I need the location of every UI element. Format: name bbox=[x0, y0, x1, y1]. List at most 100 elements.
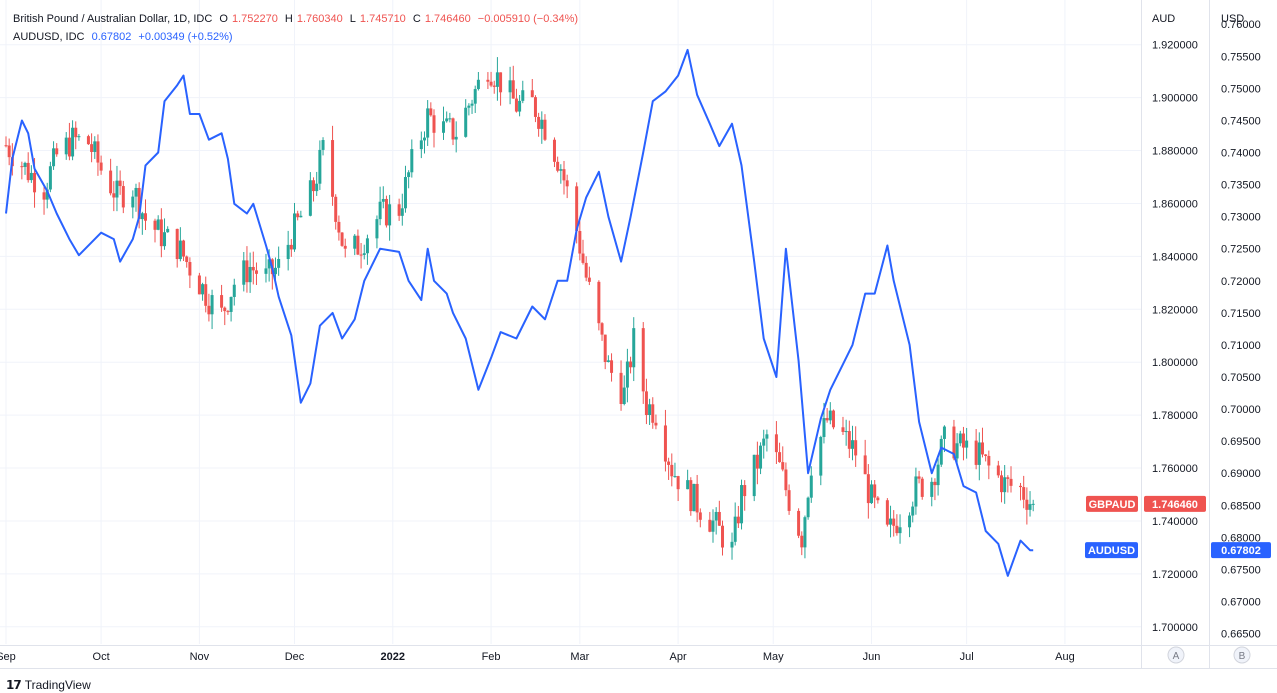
candle bbox=[996, 465, 1000, 476]
candle bbox=[464, 107, 468, 137]
low-value: 1.745710 bbox=[359, 13, 406, 25]
right-axis-tick-label: 0.71500 bbox=[1221, 308, 1261, 320]
candle bbox=[759, 445, 763, 469]
candle bbox=[521, 90, 525, 101]
candle bbox=[397, 204, 401, 216]
candle bbox=[156, 219, 160, 230]
candle bbox=[163, 232, 167, 247]
x-axis-tick-label: May bbox=[763, 651, 784, 663]
candle bbox=[714, 511, 718, 521]
candle bbox=[831, 410, 835, 428]
candle bbox=[4, 145, 8, 147]
candle bbox=[854, 440, 858, 456]
candle bbox=[730, 541, 734, 548]
candle bbox=[1031, 503, 1035, 505]
candle bbox=[299, 215, 303, 218]
candle bbox=[229, 296, 233, 312]
candle bbox=[318, 149, 322, 184]
candle bbox=[870, 484, 874, 504]
right-axis-tick-label: 0.74500 bbox=[1221, 115, 1261, 127]
main-symbol-legend: British Pound / Australian Dollar, 1D, I… bbox=[13, 13, 579, 25]
x-axis-tick-label: Jul bbox=[960, 651, 974, 663]
candle bbox=[850, 440, 854, 449]
candle bbox=[676, 476, 680, 490]
candle bbox=[197, 275, 201, 295]
candle bbox=[277, 258, 281, 268]
candle bbox=[980, 442, 984, 455]
candle bbox=[42, 192, 46, 200]
candle bbox=[486, 79, 490, 82]
candle bbox=[762, 438, 766, 446]
candle bbox=[356, 235, 360, 255]
candle bbox=[736, 516, 740, 524]
candle bbox=[220, 295, 224, 308]
candle bbox=[625, 361, 629, 388]
candle bbox=[530, 90, 534, 98]
candle bbox=[143, 213, 147, 221]
left-axis-tick-label: 1.740000 bbox=[1152, 516, 1198, 528]
candle bbox=[562, 169, 566, 181]
candle bbox=[33, 172, 37, 193]
candle bbox=[743, 485, 747, 497]
candle bbox=[159, 219, 163, 247]
candle bbox=[930, 481, 934, 497]
candle bbox=[689, 480, 693, 512]
right-axis-tick-label: 0.76000 bbox=[1221, 19, 1261, 31]
candle bbox=[819, 437, 823, 476]
candle bbox=[781, 462, 785, 470]
candle bbox=[432, 115, 436, 133]
x-axis-tick-label: Jun bbox=[863, 651, 881, 663]
candle bbox=[343, 245, 347, 249]
scale-button-a[interactable] bbox=[1167, 646, 1185, 664]
candle bbox=[166, 228, 170, 233]
scale-button-b[interactable] bbox=[1233, 646, 1251, 664]
candle bbox=[71, 127, 75, 157]
candle bbox=[29, 172, 33, 181]
candle bbox=[778, 452, 782, 463]
candle bbox=[787, 490, 791, 511]
candle bbox=[232, 284, 236, 297]
right-axis-tick-label: 0.74000 bbox=[1221, 148, 1261, 160]
high-value: 1.760340 bbox=[296, 13, 343, 25]
candle bbox=[914, 476, 918, 507]
candle bbox=[552, 139, 556, 162]
gbpaud-price-tag: 1.746460 bbox=[1152, 499, 1198, 511]
candle bbox=[381, 198, 385, 202]
candle bbox=[632, 328, 636, 368]
candle bbox=[207, 305, 211, 315]
right-axis-tick-label: 0.72500 bbox=[1221, 244, 1261, 256]
candle bbox=[185, 256, 189, 263]
candle bbox=[873, 484, 877, 498]
candle bbox=[55, 148, 59, 155]
candle bbox=[134, 187, 138, 197]
candle bbox=[1028, 504, 1032, 510]
candle bbox=[90, 144, 94, 152]
audusd-price-tag-bg bbox=[1211, 542, 1271, 559]
candle bbox=[378, 201, 382, 220]
candle bbox=[429, 108, 433, 116]
gbpaud-series-tag: GBPAUD bbox=[1089, 499, 1136, 511]
candle bbox=[495, 72, 499, 87]
candle bbox=[74, 127, 78, 138]
candle bbox=[131, 196, 135, 208]
candle bbox=[473, 89, 477, 104]
right-axis-tick-label: 0.68500 bbox=[1221, 500, 1261, 512]
candle bbox=[48, 166, 52, 190]
candle bbox=[86, 136, 90, 145]
candle bbox=[518, 100, 522, 112]
audusd-series-tag: AUDUSD bbox=[1088, 545, 1135, 557]
candle bbox=[765, 434, 769, 439]
scale-button-label: A bbox=[1173, 651, 1180, 662]
candle bbox=[755, 454, 759, 469]
candle bbox=[984, 454, 988, 456]
candle bbox=[226, 311, 230, 313]
left-axis-unit: AUD bbox=[1152, 13, 1175, 25]
candle bbox=[448, 118, 452, 120]
audusd-price-tag: 0.67802 bbox=[1221, 545, 1261, 557]
candle bbox=[863, 455, 867, 475]
compare-value: 0.67802 bbox=[91, 31, 132, 43]
candle bbox=[654, 422, 658, 426]
left-axis-tick-label: 1.820000 bbox=[1152, 304, 1198, 316]
candle bbox=[470, 103, 474, 106]
